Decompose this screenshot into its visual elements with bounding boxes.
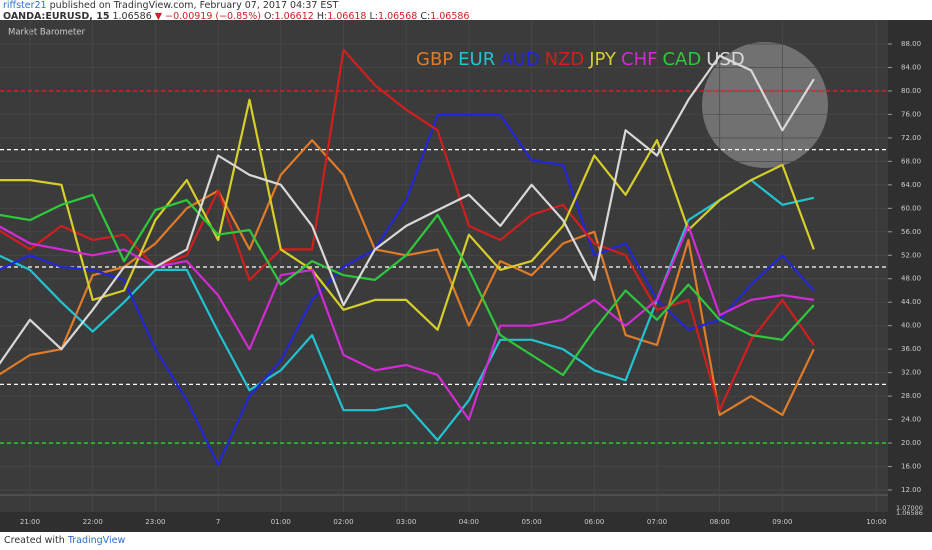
y-tick-label: 24.00 — [901, 416, 921, 424]
author[interactable]: riffster21 — [3, 0, 47, 11]
ohlc-label: C: — [420, 11, 431, 22]
y-tick-label: 32.00 — [901, 369, 921, 377]
price-label: 1.06586 — [896, 509, 923, 517]
y-tick-label: 48.00 — [901, 275, 921, 283]
series-line — [0, 54, 815, 365]
header: riffster21 published on TradingView.com,… — [0, 0, 932, 22]
y-tick-label: 80.00 — [901, 87, 921, 95]
series-line — [0, 113, 815, 466]
ohlc-label: L: — [369, 11, 379, 22]
legend-entry: USD — [706, 49, 744, 70]
y-tick-label: 52.00 — [901, 251, 921, 259]
x-tick-label: 7 — [216, 518, 220, 526]
y-tick-label: 72.00 — [901, 134, 921, 142]
legend-entry: EUR — [458, 49, 495, 70]
price-label: 1.07000 — [896, 504, 923, 512]
y-tick-label: 36.00 — [901, 345, 921, 353]
x-tick-label: 21:00 — [20, 518, 40, 526]
y-tick-label: 16.00 — [901, 463, 921, 471]
chart: Market Barometer 12.00 16.00 20.00 24.00 28.… — [0, 20, 932, 532]
x-tick-label: 01:00 — [271, 518, 291, 526]
y-tick-label: 20.00 — [901, 439, 921, 447]
x-tick-label: 05:00 — [522, 518, 542, 526]
x-tick-label: 10:00 — [866, 518, 886, 526]
y-tick-label: 88.00 — [901, 40, 921, 48]
ohlc-value: 1.06618 — [327, 11, 367, 22]
legend-entry: NZD — [545, 49, 585, 70]
chart-title: Market Barometer — [8, 28, 86, 38]
y-tick-label: 40.00 — [901, 322, 921, 330]
series-line — [0, 179, 815, 442]
time-axis — [0, 512, 888, 532]
y-tick-label: 64.00 — [901, 181, 921, 189]
legend-entry: JPY — [588, 49, 617, 70]
y-tick-label: 44.00 — [901, 298, 921, 306]
x-tick-label: 07:00 — [647, 518, 667, 526]
legend-entry: AUD — [500, 49, 539, 70]
symbol: OANDA:EURUSD, 15 — [3, 11, 110, 22]
x-tick-label: 09:00 — [772, 518, 792, 526]
y-tick-label: 76.00 — [901, 110, 921, 118]
footer: Created with TradingView — [0, 532, 932, 550]
x-tick-label: 22:00 — [83, 518, 103, 526]
price-axis — [888, 20, 932, 532]
ohlc-label: O: — [263, 11, 275, 22]
highlight-circle — [702, 42, 828, 168]
ohlc-value: 1.06568 — [378, 11, 418, 22]
y-tick-label: 12.00 — [901, 486, 921, 494]
ohlc-value: 1.06586 — [430, 11, 470, 22]
x-tick-label: 06:00 — [584, 518, 604, 526]
change: ▼ −0.00919 (−0.85%) — [154, 11, 261, 22]
created: Created with — [4, 535, 65, 546]
series-line — [0, 224, 814, 421]
x-tick-label: 08:00 — [710, 518, 730, 526]
header-line: OANDA:EURUSD, 15 1.06586 ▼ −0.00919 (−0.… — [0, 11, 932, 22]
published: published on TradingView.com, February 0… — [49, 0, 339, 11]
x-tick-label: 02:00 — [333, 518, 353, 526]
x-tick-label: 23:00 — [145, 518, 165, 526]
x-tick-label: 03:00 — [396, 518, 416, 526]
legend-entry: CAD — [662, 49, 701, 70]
legend-entry: CHF — [621, 49, 657, 70]
x-tick-label: 04:00 — [459, 518, 479, 526]
brand[interactable]: TradingView — [67, 535, 126, 546]
y-tick-label: 84.00 — [901, 63, 921, 71]
series-line — [0, 193, 815, 377]
ohlc-label: H: — [316, 11, 328, 22]
y-tick-label: 68.00 — [901, 157, 921, 165]
header-line: riffster21 published on TradingView.com,… — [0, 0, 932, 11]
legend-entry: GBP — [416, 49, 453, 70]
y-tick-label: 28.00 — [901, 392, 921, 400]
y-tick-label: 56.00 — [901, 228, 921, 236]
price: 1.06586 — [112, 11, 152, 22]
y-tick-label: 60.00 — [901, 204, 921, 212]
ohlc-value: 1.06612 — [274, 11, 314, 22]
